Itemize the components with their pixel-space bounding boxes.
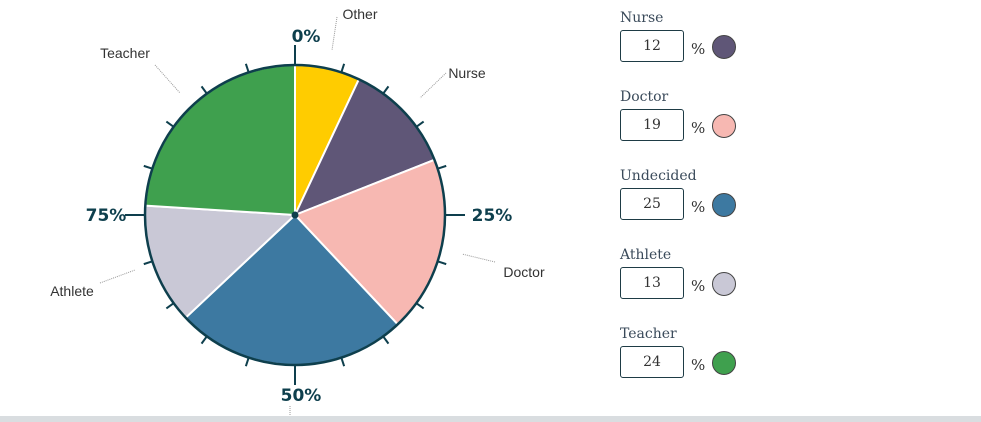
pie-chart: Other Nurse Doctor Athlete Teacher 0% 25% 50% 75… (50, 6, 545, 420)
minor-tick (165, 302, 175, 310)
axis-label: 0% (292, 27, 321, 47)
color-swatch[interactable] (712, 351, 736, 375)
color-swatch[interactable] (712, 193, 736, 217)
slice-label: Teacher (100, 45, 150, 61)
teacher-input[interactable] (620, 346, 684, 378)
pie-slice-teacher[interactable] (144, 63, 296, 217)
minor-tick (165, 120, 175, 128)
slice-label: Other (342, 6, 377, 22)
minor-tick (382, 335, 390, 345)
minor-tick (244, 357, 250, 367)
axis-label: 75% (86, 206, 127, 226)
nurse-input[interactable] (620, 30, 684, 62)
leader-line (419, 72, 447, 99)
minor-tick (415, 120, 425, 128)
axis-label: 25% (472, 206, 513, 226)
unit-label: % (691, 40, 706, 58)
leader-line (154, 64, 181, 94)
undecided-input[interactable] (620, 188, 684, 220)
color-swatch[interactable] (712, 35, 736, 59)
unit-label: % (691, 356, 706, 374)
minor-tick (382, 85, 390, 95)
minor-tick (200, 85, 208, 95)
doctor-input[interactable] (620, 109, 684, 141)
athlete-input[interactable] (620, 267, 684, 299)
minor-tick (437, 260, 447, 266)
unit-label: % (691, 198, 706, 216)
unit-label: % (691, 277, 706, 295)
minor-tick (415, 302, 425, 310)
center-dot (291, 211, 299, 219)
bottom-divider (0, 416, 981, 422)
minor-tick (143, 164, 153, 170)
minor-tick (244, 63, 250, 73)
minor-tick (143, 260, 153, 266)
minor-tick (200, 335, 208, 345)
unit-label: % (691, 119, 706, 137)
color-swatch[interactable] (712, 272, 736, 296)
axis-label: 50% (281, 386, 322, 406)
slice-label: Athlete (50, 283, 94, 299)
color-swatch[interactable] (712, 114, 736, 138)
leader-line (331, 16, 338, 51)
minor-tick (437, 164, 447, 170)
leader-line (99, 269, 136, 284)
minor-tick (340, 63, 346, 73)
input-label: Doctor (620, 89, 669, 105)
input-label: Athlete (620, 247, 672, 263)
input-label: Undecided (620, 168, 697, 184)
minor-tick (340, 357, 346, 367)
input-label: Nurse (620, 10, 664, 26)
input-label: Teacher (620, 326, 677, 342)
slice-label: Doctor (503, 264, 545, 280)
slice-label: Nurse (448, 65, 486, 81)
leader-line (461, 253, 496, 263)
